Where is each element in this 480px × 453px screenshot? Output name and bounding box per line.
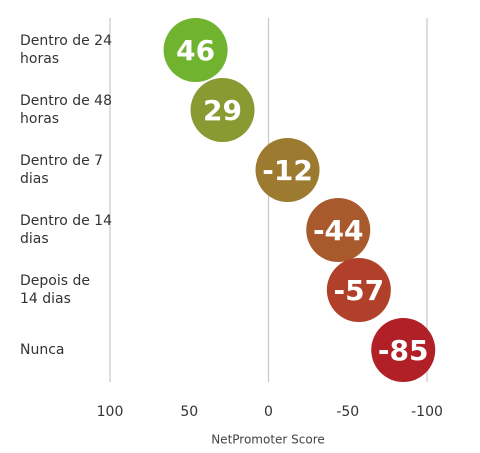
bubble	[371, 318, 436, 382]
bubble	[326, 258, 391, 322]
category-label: Depois de 14 dias	[20, 273, 90, 307]
category-label: Dentro de 7 dias	[20, 153, 104, 187]
value-label: -85	[378, 334, 429, 367]
x-axis-label: NetPromoter Score	[211, 433, 325, 447]
category-label: Dentro de 48 horas	[20, 93, 112, 127]
value-label: 46	[176, 34, 215, 67]
x-tick-label: -50	[336, 404, 359, 420]
category-label: Dentro de 24 horas	[20, 33, 112, 67]
bubble	[163, 18, 228, 82]
x-tick-label: 100	[97, 404, 124, 420]
value-label: -44	[313, 214, 364, 247]
value-label: -57	[334, 274, 385, 307]
x-tick-label: -100	[411, 404, 443, 420]
x-tick-label: 0	[264, 404, 273, 420]
x-tick-label: 50	[180, 404, 198, 420]
value-label: -12	[262, 154, 313, 187]
bubble	[255, 138, 320, 202]
bubble	[190, 78, 255, 142]
category-label: Dentro de 14 dias	[20, 213, 112, 247]
category-label: Nunca	[20, 342, 65, 358]
value-label: 29	[203, 94, 242, 127]
bubble	[306, 198, 371, 262]
